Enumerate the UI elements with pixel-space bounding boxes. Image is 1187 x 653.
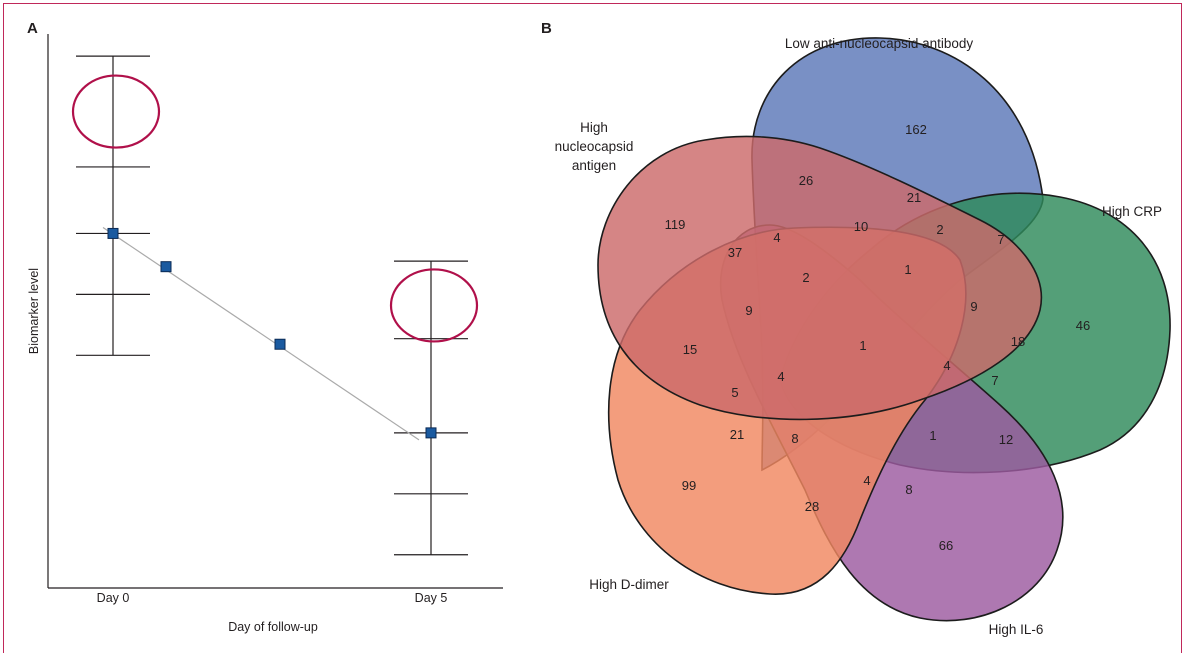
x-axis-label: Day of follow-up <box>228 620 318 634</box>
set-label-antigen-line2: nucleocapsid <box>555 139 634 154</box>
region-count: 7 <box>997 232 1004 247</box>
region-count: 18 <box>1011 334 1025 349</box>
region-count: 5 <box>731 385 738 400</box>
set-label-crp: High CRP <box>1102 204 1162 219</box>
y-axis-label: Biomarker level <box>27 268 41 354</box>
highlight-circle <box>389 268 479 343</box>
highlight-circle <box>71 74 161 149</box>
region-count: 8 <box>905 482 912 497</box>
venn-region-counts: 162 26 21 2 7 119 4 10 37 2 1 9 46 9 18 … <box>665 122 1091 553</box>
region-count: 66 <box>939 538 953 553</box>
region-count: 28 <box>805 499 819 514</box>
panel-a-letter: A <box>27 20 38 37</box>
x-tick-label-day5: Day 5 <box>415 591 448 605</box>
region-count: 15 <box>683 342 697 357</box>
region-count: 1 <box>859 338 866 353</box>
region-count: 26 <box>799 173 813 188</box>
data-point <box>425 427 437 439</box>
region-count: 12 <box>999 432 1013 447</box>
data-point <box>274 338 286 350</box>
region-count: 2 <box>936 222 943 237</box>
region-count: 7 <box>991 373 998 388</box>
region-count: 2 <box>802 270 809 285</box>
region-count: 37 <box>728 245 742 260</box>
region-count: 10 <box>854 219 868 234</box>
set-label-ddimer: High D-dimer <box>589 577 669 592</box>
region-count: 1 <box>904 262 911 277</box>
region-count: 8 <box>791 431 798 446</box>
region-count: 1 <box>929 428 936 443</box>
region-count: 21 <box>907 190 921 205</box>
set-antigen-shape <box>597 135 1043 421</box>
region-count: 9 <box>970 299 977 314</box>
set-label-il6: High IL-6 <box>989 622 1044 637</box>
x-tick-label-day0: Day 0 <box>97 591 130 605</box>
set-label-antigen-line1: High <box>580 120 608 135</box>
data-point <box>160 261 172 273</box>
panel-a-plot: Day of follow-up Biomarker level Day 0 D… <box>27 34 503 634</box>
venn-set-labels: Low anti-nucleocapsid antibody High CRP … <box>555 36 1162 637</box>
region-count: 4 <box>773 230 780 245</box>
region-count: 119 <box>665 217 686 232</box>
figure-frame <box>3 3 1182 653</box>
region-count: 99 <box>682 478 696 493</box>
region-count: 46 <box>1076 318 1090 333</box>
region-count: 9 <box>745 303 752 318</box>
region-count: 4 <box>943 358 950 373</box>
set-label-antigen-line3: antigen <box>572 158 616 173</box>
region-count: 21 <box>730 427 744 442</box>
data-point <box>107 227 119 239</box>
region-count: 4 <box>863 473 870 488</box>
trend-line <box>102 226 420 441</box>
set-label-antibody: Low anti-nucleocapsid antibody <box>785 36 974 51</box>
region-count: 162 <box>905 122 927 137</box>
region-count: 4 <box>777 369 784 384</box>
panel-b-letter: B <box>541 20 552 37</box>
venn-sets <box>597 37 1171 622</box>
